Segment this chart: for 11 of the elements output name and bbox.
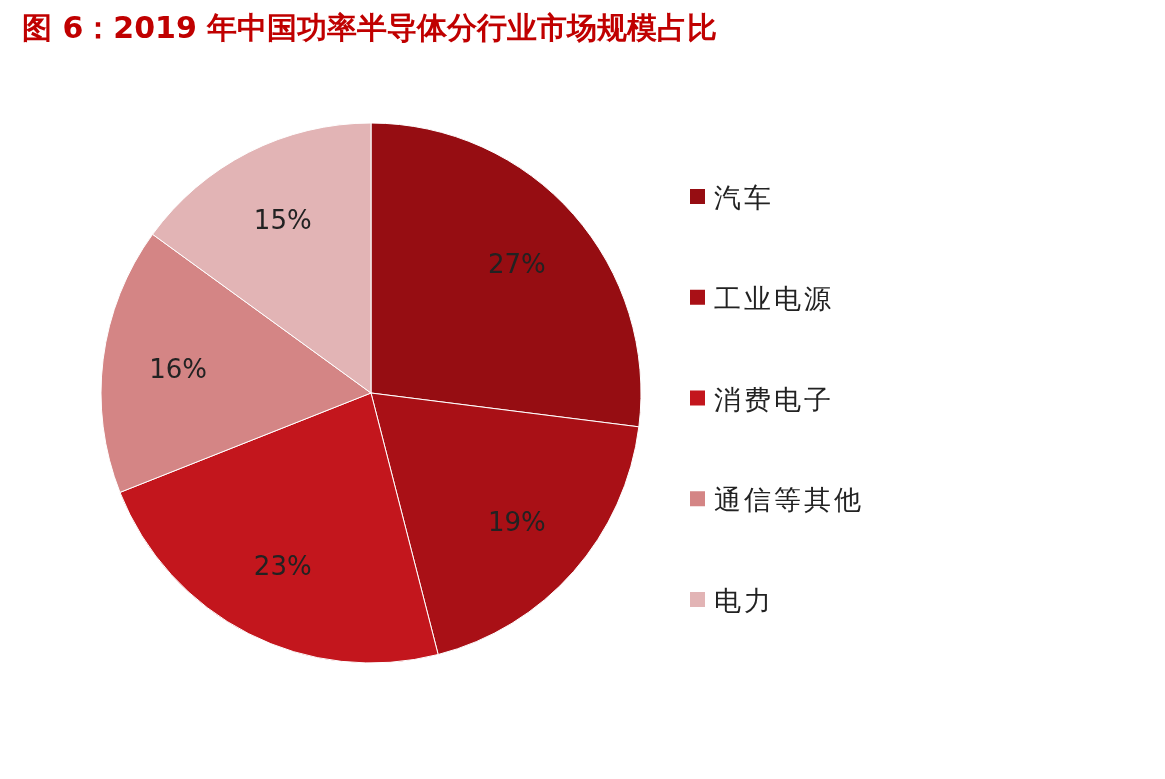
legend-label: 电力 <box>714 585 774 616</box>
data-label: 15% <box>253 204 312 235</box>
data-label: 23% <box>253 551 312 582</box>
data-label: 19% <box>487 506 546 537</box>
legend-label: 通信等其他 <box>714 484 864 516</box>
legend-label: 消费电子 <box>714 383 834 415</box>
legend-label: 汽车 <box>714 182 774 213</box>
legend-label: 工业电源 <box>714 282 834 314</box>
chart-title: 图 6：2019 年中国功率半导体分行业市场规模占比 <box>22 10 718 45</box>
data-label: 27% <box>487 249 546 280</box>
data-label: 16% <box>149 353 208 384</box>
